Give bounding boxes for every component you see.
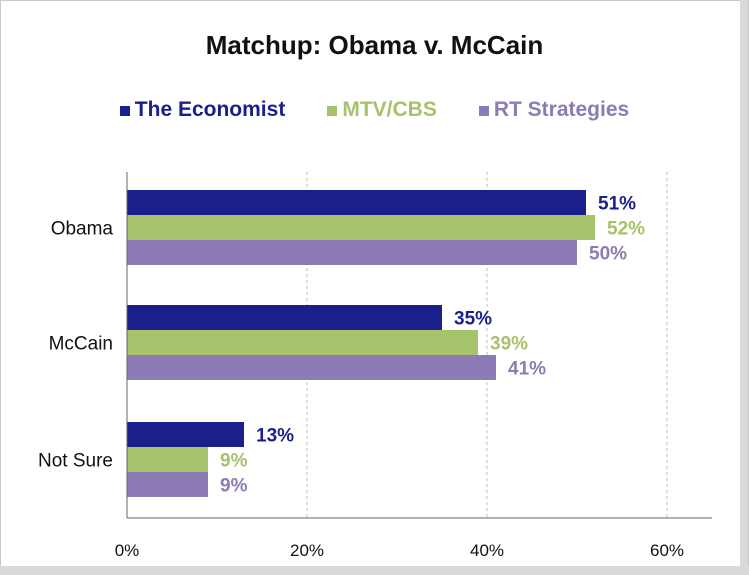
data-label: 41%: [508, 359, 546, 380]
data-label: 35%: [454, 309, 492, 330]
legend-label-mtv-cbs: MTV/CBS: [342, 98, 437, 121]
legend-item-rt-strategies: RT Strategies: [478, 98, 630, 122]
legend-swatch-economist: [119, 106, 130, 116]
legend-swatch-mtv-cbs: [327, 106, 338, 116]
bar-not-sure-0: [127, 422, 244, 447]
chart-legend: The Economist MTV/CBS RT Strategies: [0, 98, 749, 122]
chart-title: Matchup: Obama v. McCain: [205, 30, 544, 60]
bar-mccain-2: [127, 355, 496, 380]
data-label: 50%: [589, 244, 627, 265]
bar-obama-1: [127, 215, 595, 240]
x-tick-label: 60%: [650, 541, 684, 560]
data-label: 39%: [490, 334, 528, 355]
legend-label-rt-strategies: RT Strategies: [493, 98, 630, 121]
data-label: 13%: [256, 426, 294, 447]
category-label: Not Sure: [38, 451, 113, 472]
data-label: 51%: [598, 194, 636, 215]
legend-item-mtv-cbs: MTV/CBS: [327, 98, 437, 122]
legend-label-economist: The Economist: [134, 98, 286, 121]
data-label: 52%: [607, 219, 645, 240]
data-label: 9%: [220, 451, 248, 472]
bar-obama-2: [127, 240, 577, 265]
bar-mccain-0: [127, 305, 442, 330]
x-tick-label: 40%: [470, 541, 504, 560]
category-label: Obama: [51, 219, 114, 240]
bar-not-sure-2: [127, 472, 208, 497]
x-tick-label: 0%: [115, 541, 140, 560]
legend-swatch-rt-strategies: [478, 106, 489, 116]
category-label: McCain: [49, 334, 113, 355]
frame-shadow-right: [740, 0, 748, 575]
bar-obama-0: [127, 190, 586, 215]
x-tick-label: 20%: [290, 541, 324, 560]
bar-not-sure-1: [127, 447, 208, 472]
frame-shadow-bottom: [0, 566, 749, 575]
data-label: 9%: [220, 476, 248, 497]
legend-item-economist: The Economist: [119, 98, 286, 122]
bar-mccain-1: [127, 330, 478, 355]
